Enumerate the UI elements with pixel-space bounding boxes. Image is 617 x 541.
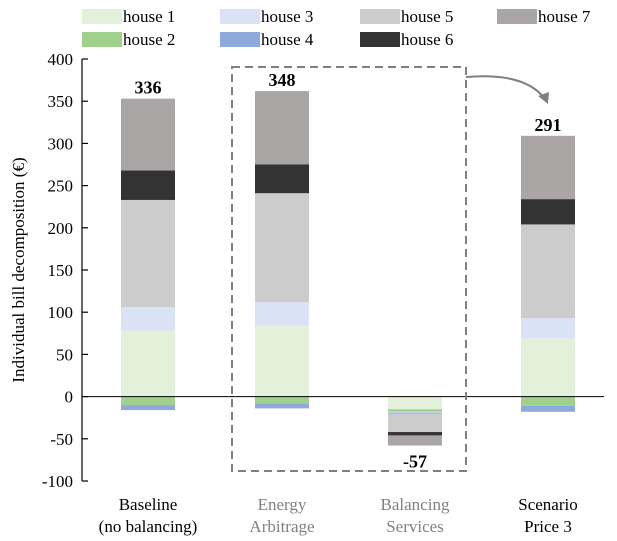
- bar-segment-house-5: [388, 413, 442, 433]
- y-tick-label: 200: [48, 219, 74, 238]
- dashed-group-box: [231, 66, 467, 472]
- y-axis-label: Individual bill decomposition (€): [9, 157, 28, 382]
- y-tick-label: -100: [42, 472, 73, 491]
- arrow-head: [538, 92, 549, 104]
- bar-segment-house-3: [255, 302, 309, 326]
- legend-label: house 3: [261, 7, 313, 26]
- legend-label: house 1: [123, 7, 175, 26]
- legend-label: house 6: [401, 30, 453, 49]
- arrow-line: [465, 75, 546, 100]
- y-tick-label: 350: [48, 92, 74, 111]
- bar-segment-house-6: [388, 432, 442, 436]
- bar-segment-house-2: [121, 396, 175, 406]
- category-label: Baseline: [119, 495, 178, 514]
- total-labels: 336 348 -57 291: [135, 70, 562, 471]
- bar-segment-house-1: [121, 330, 175, 397]
- bar-segment-house-2: [521, 396, 575, 406]
- bar-segment-house-4: [121, 405, 175, 411]
- bar-segment-house-1: [521, 338, 575, 397]
- y-tick-label: 150: [48, 261, 74, 280]
- x-axis: Baseline (no balancing) Energy Arbitrage Bal…: [99, 495, 578, 536]
- total-label: 336: [135, 78, 162, 98]
- y-tick-label: 400: [48, 50, 74, 69]
- bar-segment-house-7: [121, 98, 175, 171]
- y-tick-label: 50: [56, 345, 73, 364]
- legend: house 1 house 2 house 3 house 4 house 5 house…: [82, 7, 591, 49]
- legend-label: house 4: [261, 30, 314, 49]
- bar-segment-house-3: [121, 307, 175, 331]
- bar-segment-house-1: [255, 325, 309, 397]
- category-label: Services: [386, 517, 444, 536]
- legend-swatch: [497, 9, 537, 24]
- legend-swatch: [220, 9, 260, 24]
- category-label: Energy: [258, 495, 307, 514]
- legend-swatch: [360, 32, 400, 47]
- bar-segment-house-4: [521, 405, 575, 412]
- bar-segment-house-4: [255, 403, 309, 409]
- bar-segment-house-1: [388, 396, 442, 410]
- category-label: (no balancing): [99, 517, 198, 536]
- y-tick-label: 300: [48, 134, 74, 153]
- bar-segment-house-7: [255, 91, 309, 165]
- total-label: -57: [403, 452, 427, 472]
- total-label: 348: [269, 70, 296, 90]
- bar-segment-house-3: [521, 318, 575, 339]
- legend-label: house 2: [123, 30, 175, 49]
- y-axis: -100 -50 0 50 100 150 200 250 300 350 400: [42, 50, 88, 491]
- bar-segment-house-6: [121, 170, 175, 200]
- legend-swatch: [360, 9, 400, 24]
- legend-label: house 7: [538, 7, 591, 26]
- bar-segment-house-4: [388, 412, 442, 414]
- bar-segment-house-2: [388, 409, 442, 412]
- y-tick-label: 250: [48, 177, 74, 196]
- bar-segment-house-5: [255, 193, 309, 303]
- legend-swatch: [82, 32, 122, 47]
- y-tick-label: 100: [48, 303, 74, 322]
- category-label: Balancing: [381, 495, 450, 514]
- bar-segment-house-5: [521, 224, 575, 319]
- bar-segment-house-6: [255, 164, 309, 194]
- category-label: Arbitrage: [249, 517, 314, 536]
- bar-segment-house-2: [255, 396, 309, 404]
- total-label: 291: [535, 115, 562, 135]
- annotation: [231, 66, 549, 472]
- bar-segment-house-5: [121, 199, 175, 308]
- bar-segment-house-7: [388, 435, 442, 446]
- bar-segment-house-7: [521, 135, 575, 200]
- bars: [82, 91, 604, 446]
- category-label: Scenario: [518, 495, 577, 514]
- legend-swatch: [220, 32, 260, 47]
- y-tick-label: 0: [65, 388, 74, 407]
- bar-segment-house-3: [388, 411, 442, 413]
- legend-label: house 5: [401, 7, 453, 26]
- category-label: Price 3: [524, 517, 572, 536]
- y-tick-label: -50: [50, 430, 73, 449]
- bar-segment-house-6: [521, 199, 575, 225]
- legend-swatch: [82, 9, 122, 24]
